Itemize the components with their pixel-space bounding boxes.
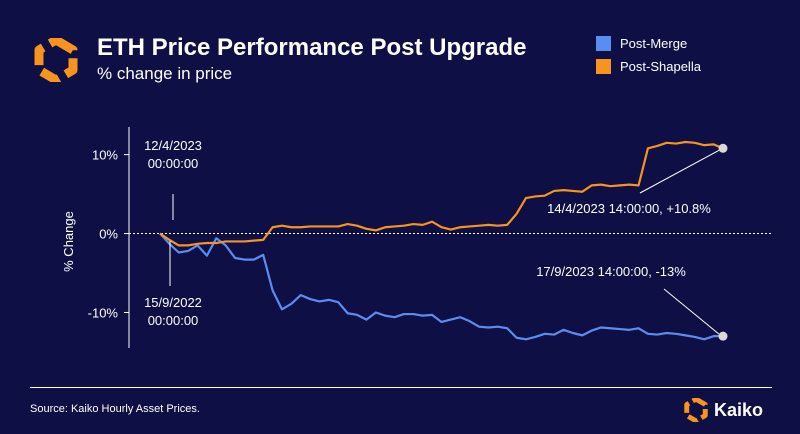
y-tick-label: 10% bbox=[92, 148, 118, 163]
chart-subtitle: % change in price bbox=[97, 64, 233, 83]
series-line-post-shapella bbox=[159, 140, 724, 247]
brand: Kaiko bbox=[684, 398, 763, 422]
source-note: Source: Kaiko Hourly Asset Prices. bbox=[30, 403, 200, 415]
series-line-post-merge bbox=[159, 232, 723, 341]
kaiko-brand-logo-icon bbox=[684, 398, 708, 422]
annotation-text: 14/4/2023 14:00:00, +10.8% bbox=[547, 201, 711, 216]
legend: Post-Merge Post-Shapella bbox=[596, 32, 701, 78]
y-axis-title: % Change bbox=[61, 211, 76, 272]
y-tick-label: -10% bbox=[88, 305, 119, 320]
end-point-marker bbox=[718, 143, 728, 153]
annotation-leader bbox=[663, 288, 720, 335]
kaiko-hexagon-logo-icon bbox=[34, 38, 78, 82]
annotation-leader bbox=[639, 149, 720, 194]
annotation-text: 00:00:00 bbox=[148, 313, 199, 328]
annotation-text: 15/9/2022 bbox=[144, 295, 202, 310]
end-point-marker bbox=[718, 331, 728, 341]
legend-swatch-post-merge bbox=[596, 36, 611, 51]
legend-label-post-merge: Post-Merge bbox=[620, 36, 688, 51]
legend-label-post-shapella: Post-Shapella bbox=[620, 59, 701, 74]
legend-item-post-shapella: Post-Shapella bbox=[596, 55, 701, 78]
annotation-text: 17/9/2023 14:00:00, -13% bbox=[536, 264, 686, 279]
legend-item-post-merge: Post-Merge bbox=[596, 32, 701, 55]
brand-name: Kaiko bbox=[714, 399, 764, 420]
legend-swatch-post-shapella bbox=[596, 59, 611, 74]
footer-divider bbox=[30, 387, 772, 388]
annotation-text: 12/4/2023 bbox=[144, 138, 202, 153]
chart-title: ETH Price Performance Post Upgrade bbox=[97, 34, 527, 61]
y-tick-label: 0% bbox=[99, 227, 118, 242]
annotation-text: 00:00:00 bbox=[148, 156, 199, 171]
